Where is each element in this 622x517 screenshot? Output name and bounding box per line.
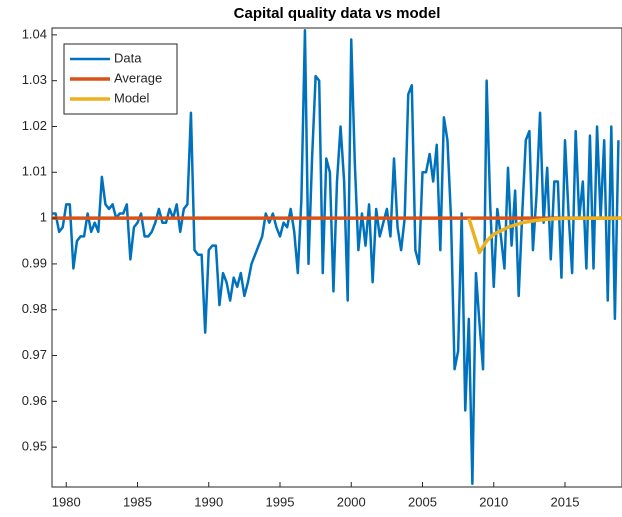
x-tick-label: 2015 bbox=[551, 494, 580, 509]
x-tick-label: 2010 bbox=[479, 494, 508, 509]
y-tick-label: 0.95 bbox=[22, 439, 47, 454]
y-tick-label: 0.97 bbox=[22, 347, 47, 362]
y-tick-label: 0.99 bbox=[22, 255, 47, 270]
x-tick-label: 2005 bbox=[408, 494, 437, 509]
x-tick-label: 1985 bbox=[123, 494, 152, 509]
lines bbox=[52, 29, 622, 486]
series-line bbox=[467, 216, 622, 255]
y-tick-label: 1.03 bbox=[22, 72, 47, 87]
legend-label: Model bbox=[114, 90, 150, 105]
chart-title: Capital quality data vs model bbox=[234, 5, 441, 22]
x-tick-label: 1995 bbox=[266, 494, 295, 509]
y-tick-label: 1.02 bbox=[22, 118, 47, 133]
x-tick-label: 1990 bbox=[194, 494, 223, 509]
x-tick-label: 2000 bbox=[337, 494, 366, 509]
legend: Data Average Model bbox=[63, 43, 178, 115]
legend-label: Data bbox=[114, 50, 142, 65]
legend-box bbox=[63, 43, 178, 115]
y-tick-label: 1.01 bbox=[22, 164, 47, 179]
x-tick-label: 1980 bbox=[52, 494, 81, 509]
y-tick-label: 1.04 bbox=[22, 26, 47, 41]
legend-label: Average bbox=[114, 70, 162, 85]
series-line bbox=[52, 29, 620, 486]
y-tick-label: 0.98 bbox=[22, 301, 47, 316]
y-tick-label: 1 bbox=[40, 210, 47, 225]
y-tick-label: 0.96 bbox=[22, 393, 47, 408]
